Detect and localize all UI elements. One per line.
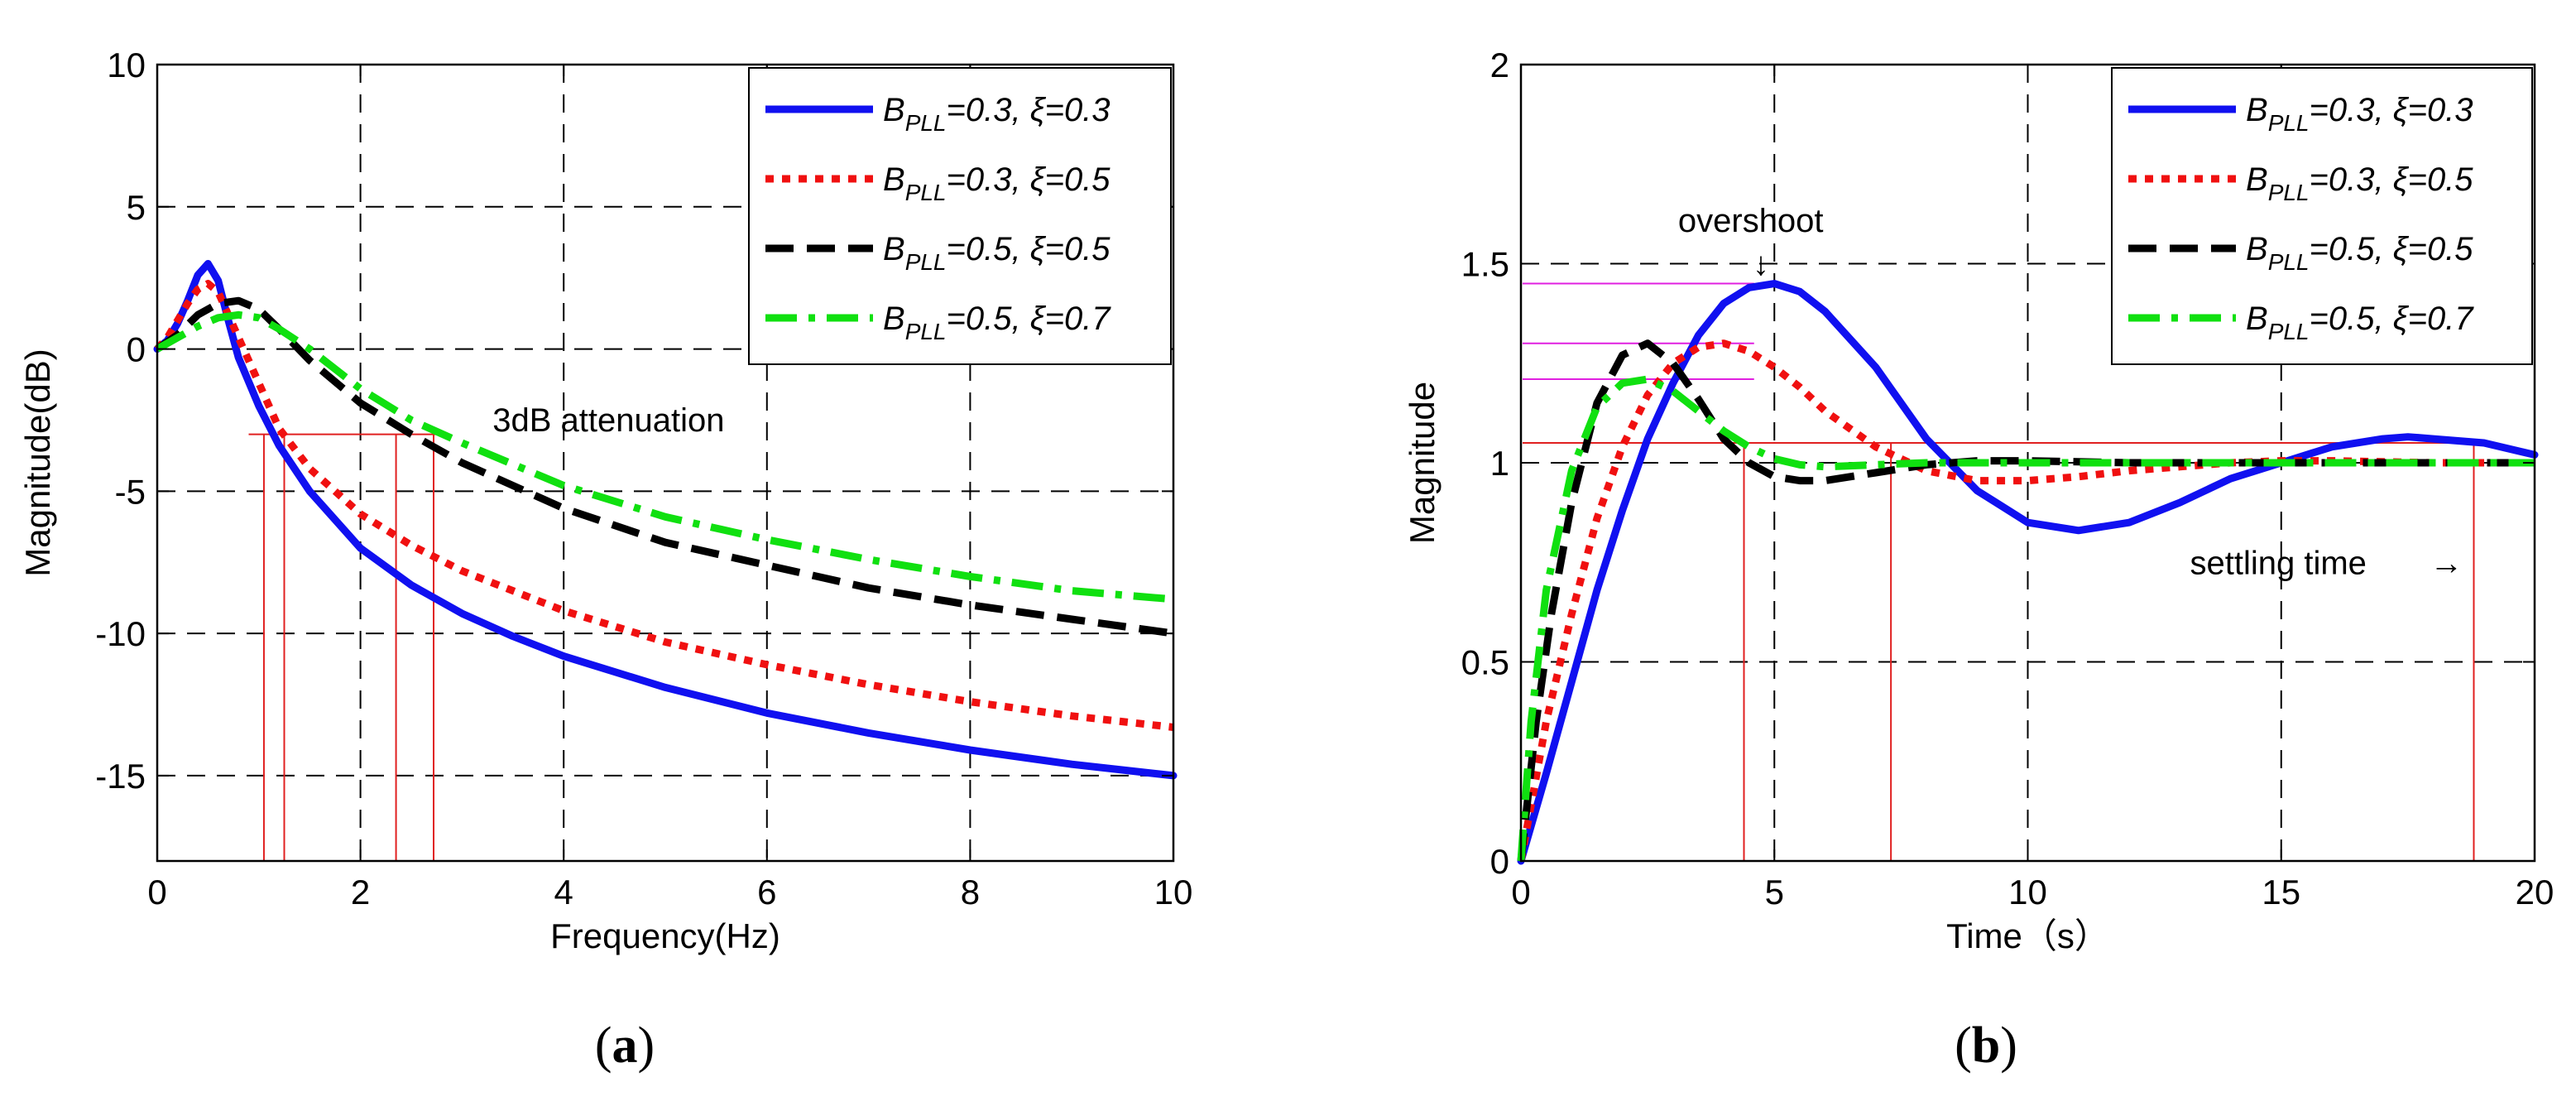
x-tick-label: 10 — [2008, 873, 2047, 911]
y-tick-label: 10 — [107, 46, 146, 84]
x-tick-label: 5 — [1765, 873, 1784, 911]
series-line-3 — [1517, 375, 2535, 862]
y-tick-label: 2 — [1490, 46, 1509, 84]
series-line-1 — [154, 280, 1174, 731]
legend-entry: BPLL=0.3, ξ=0.5 — [883, 161, 1111, 205]
legend-entry: BPLL=0.3, ξ=0.3 — [883, 92, 1111, 136]
legend-entry: BPLL=0.5, ξ=0.7 — [2246, 301, 2474, 344]
x-tick-label: 0 — [1511, 873, 1530, 911]
annotation-text: overshoot — [1678, 203, 1824, 239]
legend-entry: BPLL=0.5, ξ=0.5 — [2246, 231, 2473, 275]
x-tick-label: 10 — [1154, 873, 1193, 911]
plot-frame — [156, 63, 1175, 863]
legend-entry: BPLL=0.5, ξ=0.7 — [883, 301, 1111, 344]
x-tick-label: 8 — [961, 873, 980, 911]
y-tick-label: 1 — [1490, 444, 1509, 483]
y-tick-label: -15 — [95, 757, 146, 796]
chart-panel-b: 0 5 10 15 20 0 0.5 1 1.5 2 Time（s） Magnitude oversho… — [1403, 46, 2554, 1074]
y-tick-label: -5 — [115, 472, 146, 511]
x-tick-label: 4 — [554, 873, 573, 911]
panel-caption: (a) — [595, 1017, 655, 1074]
legend-entry: BPLL=0.3, ξ=0.5 — [2246, 161, 2473, 205]
y-tick-label: 0.5 — [1461, 643, 1509, 682]
y-tick-label: 0 — [1490, 842, 1509, 881]
y-tick-label: 1.5 — [1461, 245, 1509, 284]
x-tick-label: 15 — [2262, 873, 2300, 911]
annotation-text: settling time — [2190, 546, 2367, 582]
chart-panel-a: 0 2 4 6 8 10 -15 -10 -5 0 5 10 Frequency(Hz) Magnitud… — [18, 46, 1192, 1074]
annotation-text: 3dB attenuation — [492, 402, 724, 439]
annotation-arrow: ↓ — [1753, 246, 1769, 282]
annotation-arrow: → — [2430, 546, 2463, 582]
x-tick-label: 2 — [351, 873, 370, 911]
series-line-0 — [1517, 280, 2539, 865]
x-tick-label: 20 — [2516, 873, 2554, 911]
legend-entry: BPLL=0.3, ξ=0.3 — [2246, 92, 2473, 136]
panel-caption: (b) — [1955, 1017, 2017, 1074]
x-axis-label: Time（s） — [1946, 916, 2109, 955]
y-tick-label: 0 — [127, 330, 146, 369]
x-tick-label: 0 — [147, 873, 166, 911]
series-line-0 — [153, 260, 1178, 780]
x-tick-label: 6 — [757, 873, 776, 911]
y-tick-label: 5 — [127, 188, 146, 227]
legend-entry: BPLL=0.5, ξ=0.5 — [883, 231, 1111, 275]
y-axis-label: Magnitude(dB) — [18, 349, 57, 576]
y-axis-label: Magnitude — [1403, 382, 1442, 544]
y-tick-label: -10 — [95, 614, 146, 653]
legend-box — [2111, 67, 2533, 365]
legend-box — [748, 67, 1172, 365]
series-line-3 — [155, 310, 1174, 604]
x-axis-label: Frequency(Hz) — [550, 916, 780, 955]
